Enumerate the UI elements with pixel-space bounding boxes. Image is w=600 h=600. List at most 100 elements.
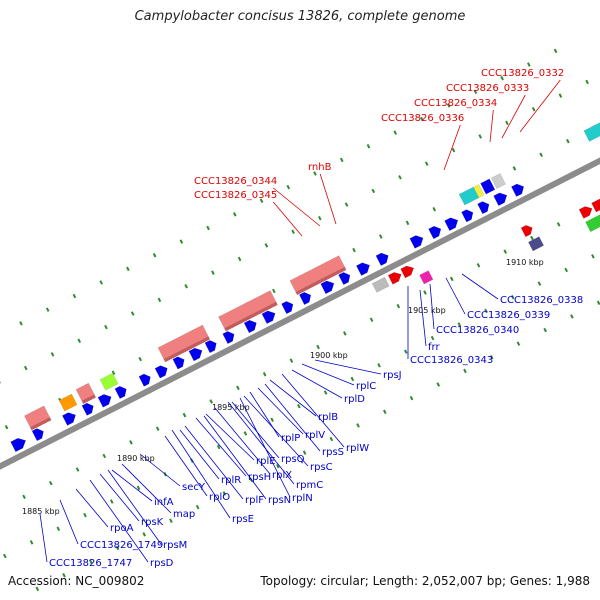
forward-gene-arrow[interactable] bbox=[299, 290, 313, 305]
gene-label[interactable]: CCC13826_0333 bbox=[446, 83, 529, 94]
forward-gene-arrow[interactable] bbox=[31, 426, 46, 442]
grey-gene-block[interactable] bbox=[371, 276, 390, 293]
gene-label[interactable]: CCC13826_1749 bbox=[80, 540, 163, 551]
gene-label[interactable]: rplF bbox=[245, 495, 264, 506]
gene-label[interactable]: CCC13826_0338 bbox=[500, 295, 583, 306]
gene-label[interactable]: rpsC bbox=[310, 462, 333, 473]
gene-label[interactable]: map bbox=[173, 509, 195, 520]
gene-label[interactable]: rnhB bbox=[308, 162, 332, 173]
forward-gene-arrow[interactable] bbox=[97, 392, 114, 408]
forward-gene-arrow[interactable] bbox=[493, 190, 510, 206]
gene-label[interactable]: rpsH bbox=[248, 472, 271, 483]
tick-mark bbox=[531, 106, 536, 112]
reverse-gene-arrow[interactable] bbox=[400, 264, 416, 279]
forward-gene-arrow[interactable] bbox=[356, 260, 372, 276]
forward-gene-arrow[interactable] bbox=[428, 224, 444, 240]
gene-label[interactable]: CCC13826_1747 bbox=[49, 558, 132, 569]
reverse-gene-arrow[interactable] bbox=[520, 223, 534, 238]
forward-gene-arrow[interactable] bbox=[81, 401, 96, 416]
forward-gene-arrow[interactable] bbox=[444, 215, 461, 231]
forward-gene-arrow[interactable] bbox=[222, 329, 237, 344]
forward-gene-arrow[interactable] bbox=[62, 410, 78, 426]
gene-label[interactable]: rplD bbox=[344, 394, 365, 405]
forward-gene-arrow[interactable] bbox=[511, 182, 526, 197]
gene-label[interactable]: rplO bbox=[209, 492, 230, 503]
gene-label[interactable]: rpmC bbox=[296, 480, 323, 491]
gene-label[interactable]: rplC bbox=[356, 381, 376, 392]
gene-label[interactable]: CCC13826_0345 bbox=[194, 190, 277, 201]
tick-mark bbox=[463, 368, 467, 374]
forward-gene-arrow[interactable] bbox=[204, 338, 219, 354]
gene-label[interactable]: rpsD bbox=[150, 558, 174, 569]
forward-gene-arrow[interactable] bbox=[409, 233, 426, 249]
ribosomal-gene-block-edge[interactable] bbox=[163, 336, 211, 363]
ribosomal-gene-block-edge[interactable] bbox=[81, 394, 97, 405]
accession-text: Accession: NC_009802 bbox=[8, 574, 145, 588]
gene-label[interactable]: rplP bbox=[281, 433, 300, 444]
gene-label[interactable]: rpsN bbox=[268, 495, 291, 506]
forward-gene-arrow[interactable] bbox=[375, 251, 391, 266]
gene-block-cyan-right[interactable] bbox=[583, 116, 600, 142]
gene-block-blue[interactable] bbox=[480, 178, 496, 195]
ribosomal-gene-block-edge[interactable] bbox=[29, 417, 52, 431]
gene-label[interactable]: frr bbox=[428, 342, 440, 353]
forward-gene-arrow[interactable] bbox=[243, 318, 259, 334]
gene-label[interactable]: rpsQ bbox=[281, 454, 305, 465]
gene-label[interactable]: rpoA bbox=[110, 523, 134, 534]
gene-label[interactable]: CCC13826_0344 bbox=[194, 176, 277, 187]
gene-label[interactable]: secY bbox=[182, 482, 206, 493]
rnhB-gene-block[interactable] bbox=[419, 270, 434, 285]
gene-leader-line bbox=[139, 453, 181, 487]
tick-mark bbox=[179, 239, 184, 244]
gene-label[interactable]: rpsJ bbox=[383, 370, 402, 381]
gene-label[interactable]: rplV bbox=[305, 430, 325, 441]
tick-mark bbox=[62, 572, 66, 578]
gene-block-yellow[interactable] bbox=[473, 183, 485, 199]
gene-label[interactable]: CCC13826_0339 bbox=[467, 310, 550, 321]
tick-mark bbox=[564, 267, 568, 273]
tick-mark bbox=[457, 322, 462, 327]
gene-label[interactable]: rplN bbox=[292, 493, 313, 504]
gene-label[interactable]: infA bbox=[154, 497, 174, 508]
gene-label[interactable]: CCC13826_0332 bbox=[481, 68, 564, 79]
gene-label[interactable]: rplX bbox=[272, 470, 292, 481]
forward-gene-arrow[interactable] bbox=[0, 449, 1, 463]
gene-block-grey[interactable] bbox=[490, 173, 506, 189]
map-gene-block[interactable] bbox=[99, 372, 119, 391]
forward-gene-arrow[interactable] bbox=[188, 346, 205, 362]
forward-gene-arrow[interactable] bbox=[138, 372, 153, 387]
gene-label[interactable]: CCC13826_0334 bbox=[414, 98, 497, 109]
reverse-gene-arrow[interactable] bbox=[387, 270, 403, 285]
forward-gene-arrow[interactable] bbox=[10, 436, 28, 453]
gene-label[interactable]: CCC13826_0336 bbox=[381, 113, 464, 124]
gene-label[interactable]: rplR bbox=[221, 475, 241, 486]
forward-gene-arrow[interactable] bbox=[477, 199, 492, 215]
ribosomal-gene-block-edge[interactable] bbox=[295, 266, 347, 296]
forward-gene-arrow[interactable] bbox=[338, 270, 353, 285]
forward-gene-arrow[interactable] bbox=[461, 208, 476, 223]
gene-label[interactable]: rplE bbox=[256, 456, 276, 467]
gene-label[interactable]: rpsK bbox=[141, 517, 164, 528]
gene-label[interactable]: CCC13826_0340 bbox=[436, 325, 519, 336]
gene-label[interactable]: CCC13826_0343 bbox=[410, 355, 493, 366]
forward-gene-arrow[interactable] bbox=[320, 278, 337, 295]
gene-label[interactable]: rpsE bbox=[232, 514, 254, 525]
forward-gene-arrow[interactable] bbox=[154, 363, 170, 379]
tick-mark bbox=[237, 256, 242, 262]
ribosomal-gene-block-edge[interactable] bbox=[224, 301, 278, 332]
forward-gene-arrow[interactable] bbox=[172, 355, 187, 370]
rpsK-gene-block[interactable] bbox=[58, 393, 78, 412]
gene-label[interactable]: rplW bbox=[346, 443, 369, 454]
reverse-gene-arrow[interactable] bbox=[578, 204, 594, 219]
forward-gene-arrow[interactable] bbox=[261, 308, 278, 325]
forward-gene-arrow[interactable] bbox=[114, 384, 129, 399]
green-gene-block[interactable] bbox=[585, 201, 600, 233]
reverse-gene-arrow[interactable] bbox=[591, 196, 600, 213]
gene-label[interactable]: rpsS bbox=[322, 447, 344, 458]
dark-gene-block[interactable] bbox=[528, 236, 544, 252]
forward-gene-arrow[interactable] bbox=[281, 299, 296, 315]
gene-leader-line bbox=[443, 124, 461, 171]
gene-label[interactable]: rplB bbox=[318, 412, 338, 423]
gene-label[interactable]: rpsM bbox=[163, 540, 187, 551]
